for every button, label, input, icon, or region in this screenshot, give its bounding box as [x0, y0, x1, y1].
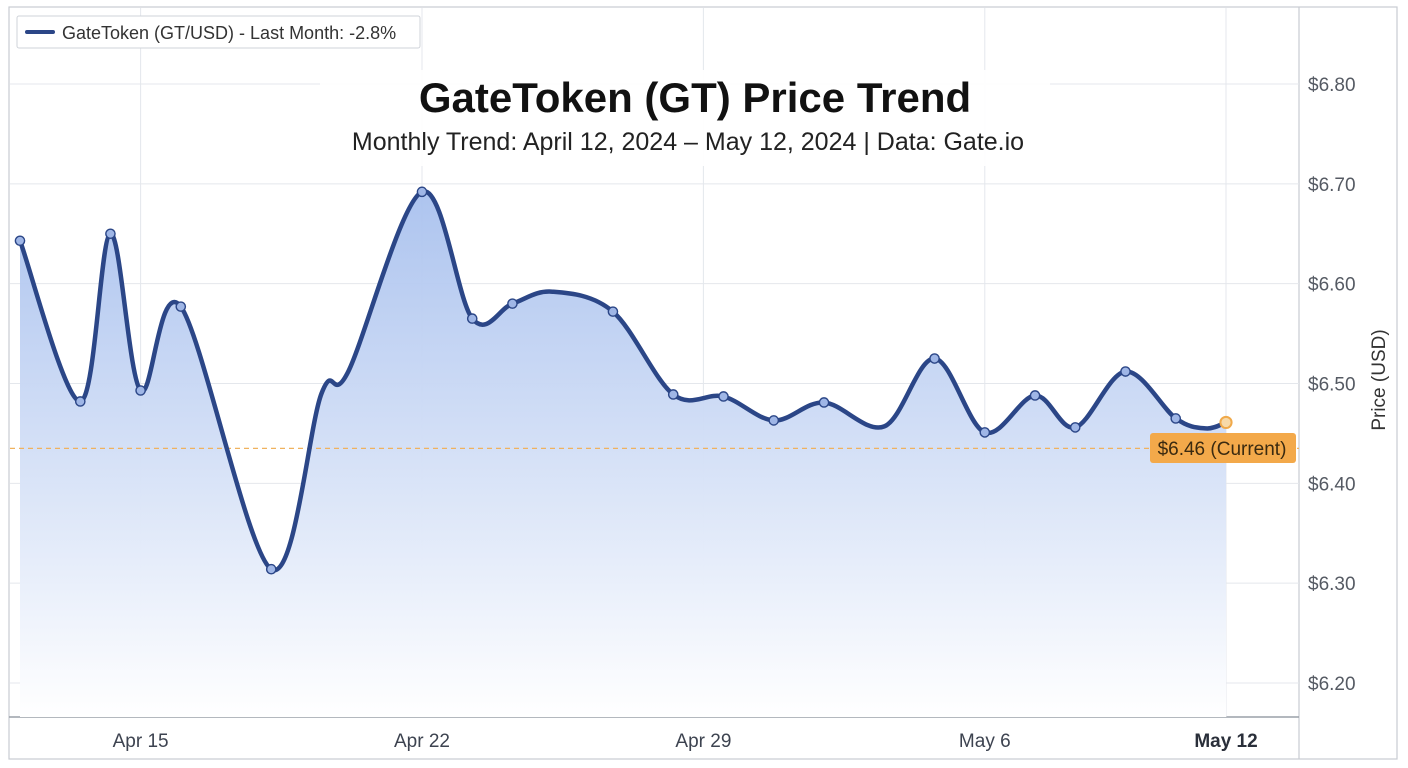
data-point [466, 313, 478, 324]
data-point [105, 228, 116, 240]
current-price-badge [1150, 433, 1296, 463]
chart-subtitle: Monthly Trend: April 12, 2024 – May 12, … [352, 128, 1024, 156]
y-tick-label: $6.60 [1308, 275, 1356, 296]
data-point [818, 397, 830, 408]
current-price-callout: $6.46 (Current) [1150, 433, 1296, 463]
y-tick-label: $6.30 [1308, 574, 1356, 595]
x-tick-label: May 6 [959, 731, 1011, 752]
data-point [175, 301, 187, 312]
x-tick-label: May 12 [1194, 731, 1257, 752]
y-tick-label: $6.80 [1308, 75, 1356, 96]
x-tick-label: Apr 15 [113, 731, 169, 752]
data-point [507, 298, 518, 309]
legend-label: GateToken (GT/USD) - Last Month: -2.8% [62, 23, 396, 43]
title-backdrop [320, 70, 1050, 166]
data-point [607, 306, 619, 317]
data-point [1170, 413, 1182, 424]
legend-box [16, 15, 421, 49]
x-axis-ticks: Apr 15 Apr 22 Apr 29 May 6 May 12 [113, 731, 1258, 752]
x-tick-label: Apr 22 [394, 731, 450, 752]
current-price-label: $6.46 (Current) [1158, 439, 1287, 460]
current-price-point [1219, 415, 1233, 430]
data-point [929, 353, 940, 364]
data-point [1069, 422, 1081, 433]
data-point [718, 391, 729, 402]
y-tick-label: $6.70 [1308, 175, 1356, 196]
data-point [265, 563, 277, 575]
data-point [979, 427, 991, 438]
x-tick-label: Apr 29 [675, 731, 731, 752]
y-tick-label: $6.20 [1308, 674, 1356, 695]
y-axis-ticks: $6.20 $6.30 $6.40 $6.50 $6.60 $6.70 $6.80 [1308, 75, 1356, 695]
chart-title: GateToken (GT) Price Trend [419, 74, 971, 121]
area-fill [20, 191, 1226, 717]
outer-frame [8, 6, 1398, 760]
data-point [14, 235, 26, 247]
data-point [1120, 366, 1131, 377]
series-area [20, 191, 1226, 717]
data-point [667, 389, 679, 400]
legend: GateToken (GT/USD) - Last Month: -2.8% [16, 15, 421, 49]
data-point [75, 396, 86, 407]
data-point [135, 385, 146, 396]
data-point [768, 415, 780, 426]
data-point [1029, 390, 1041, 401]
data-point [416, 186, 428, 198]
y-tick-label: $6.50 [1308, 375, 1356, 396]
y-axis-label: Price (USD) [1369, 329, 1390, 430]
marker-layer [14, 186, 1233, 575]
y-tick-label: $6.40 [1308, 474, 1356, 495]
